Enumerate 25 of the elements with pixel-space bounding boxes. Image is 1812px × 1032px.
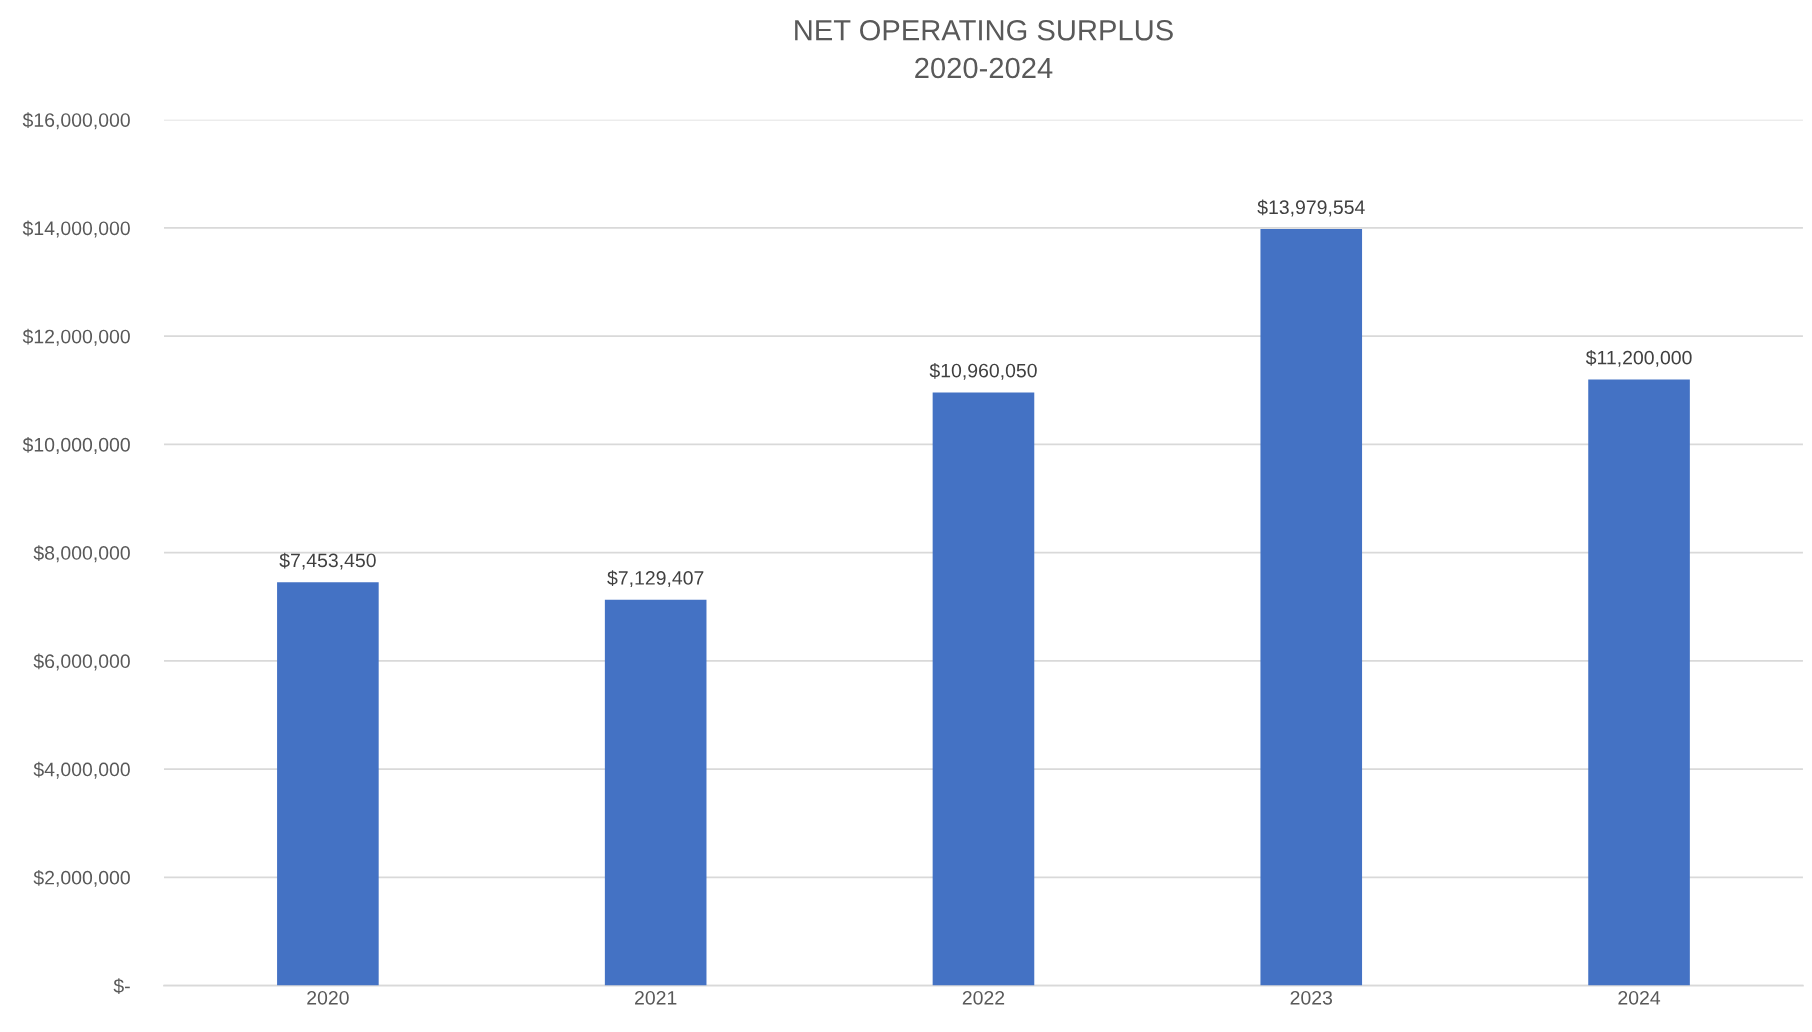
- y-tick-label: $4,000,000: [33, 761, 130, 779]
- y-tick-label: $10,000,000: [22, 437, 130, 454]
- y-tick-label: $16,000,000: [22, 112, 130, 130]
- bar: [1588, 379, 1690, 986]
- y-tick-label: $14,000,000: [22, 220, 130, 238]
- y-tick-label: $-: [113, 978, 130, 994]
- bar: [604, 599, 707, 986]
- bar: [932, 392, 1035, 986]
- bar: [1260, 229, 1363, 986]
- x-tick-label: 2021: [635, 990, 677, 1005]
- data-label: $13,979,554: [1257, 199, 1365, 217]
- x-tick-label: 2022: [962, 990, 1005, 1005]
- data-label: $7,453,450: [279, 552, 376, 570]
- bar: [277, 582, 379, 986]
- data-label: $11,200,000: [1585, 349, 1692, 367]
- y-tick-label: $2,000,000: [33, 869, 130, 887]
- x-tick-label: 2020: [307, 990, 349, 1005]
- y-tick-label: $12,000,000: [22, 328, 130, 346]
- data-label: $7,129,407: [607, 570, 704, 588]
- x-tick-label: 2024: [1618, 990, 1661, 1005]
- data-label: $10,960,050: [929, 362, 1037, 380]
- y-tick-label: $8,000,000: [33, 545, 130, 563]
- x-tick-label: 2023: [1290, 990, 1333, 1005]
- y-tick-label: $6,000,000: [33, 653, 130, 671]
- chart-title: NET OPERATING SURPLUS 2020-2024: [795, 19, 1173, 79]
